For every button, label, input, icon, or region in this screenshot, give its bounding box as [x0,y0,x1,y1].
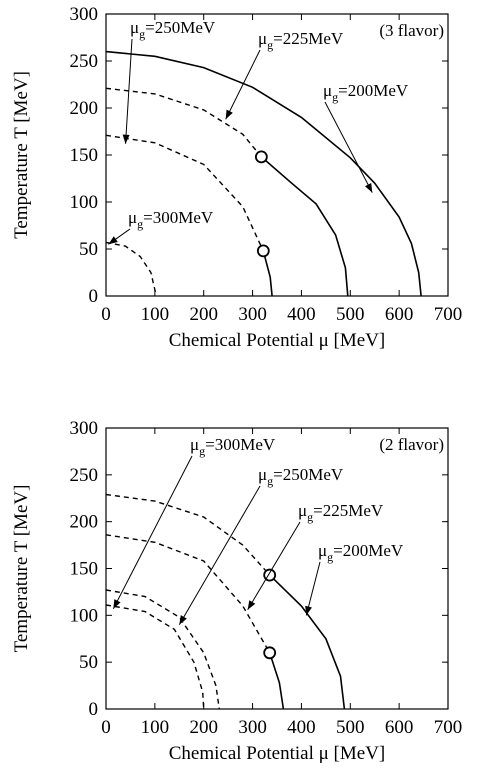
label-arrow-head [179,615,187,625]
series-line-solid [105,50,422,297]
y-axis-label: Temperature T [MeV] [11,71,32,239]
series-line-dashed-part [105,493,271,576]
series-label: μg=200MeV [318,541,404,564]
x-tick-label: 100 [141,717,170,738]
chart-2-flavor: 0 100 200 300 400 500 600 700 0 50 100 150 200 250 300… [11,418,462,764]
x-tick-label: 500 [336,304,365,325]
label-arrow-head [365,183,373,193]
series-label: μg=250MeV [130,18,216,41]
y-tick-label: 0 [89,286,99,307]
y-tick-label: 250 [70,51,99,72]
label-arrow-line [178,485,261,625]
x-tick-label: 700 [434,304,463,325]
label-arrow-line [125,38,133,144]
x-tick-label: 400 [287,304,316,325]
series-line-dashed [105,604,205,710]
label-arrow-line [324,101,373,193]
label-arrow-head [247,600,256,610]
flavor-label: (3 flavor) [379,21,444,40]
y-tick-label: 200 [70,512,99,533]
chart-3-flavor: 0 100 200 300 400 500 600 700 0 50 100 150 200 250 300… [11,4,462,351]
critical-point-marker [263,646,277,660]
y-tick-label: 50 [79,652,98,673]
x-tick-label: 300 [238,717,267,738]
y-tick-label: 150 [70,145,99,166]
y-axis-label: Temperature T [MeV] [11,485,32,653]
series-line-solid-part [269,574,346,710]
y-tick-label: 50 [79,239,98,260]
series-line-solid-part [262,250,273,297]
series-line-dashed [105,589,220,710]
x-axis-label: Chemical Potential μ [MeV] [169,330,386,351]
x-tick-label: 300 [238,304,267,325]
y-tick-label: 0 [89,699,99,720]
y-tick-label: 250 [70,465,99,486]
y-tick-label: 150 [70,559,99,580]
critical-point-marker [254,150,268,164]
series-line-solid-part [260,156,349,297]
series-line-dashed-part [105,134,264,252]
label-arrow-head [122,134,130,144]
x-tick-label: 600 [385,717,414,738]
series-label: μg=300MeV [128,208,214,231]
y-tick-label: 300 [70,4,99,25]
x-tick-label: 0 [101,304,111,325]
series-line-dashed-part [105,87,262,158]
x-tick-label: 500 [336,717,365,738]
x-tick-label: 200 [189,717,218,738]
label-arrow-line [225,49,261,120]
label-arrow-line [305,561,321,616]
y-tick-label: 100 [70,605,99,626]
x-tick-label: 200 [189,304,218,325]
series-label: μg=200MeV [323,81,409,104]
series-label: μg=250MeV [258,465,344,488]
series-label: μg=300MeV [190,435,276,458]
series-label: μg=225MeV [298,501,384,524]
x-tick-label: 100 [141,304,170,325]
x-axis-label: Chemical Potential μ [MeV] [169,743,386,764]
x-tick-label: 0 [101,717,111,738]
y-tick-label: 300 [70,418,99,439]
y-tick-label: 200 [70,98,99,119]
label-arrow-line [247,521,301,610]
x-tick-label: 400 [287,717,316,738]
series-line-dashed-part [105,534,271,654]
x-tick-label: 700 [434,717,463,738]
x-tick-label: 600 [385,304,414,325]
flavor-label: (2 flavor) [379,435,444,454]
label-arrow-line [112,455,193,610]
label-arrow-head [113,599,121,609]
y-tick-label: 100 [70,192,99,213]
series-label: μg=225MeV [258,29,344,52]
label-arrow-head [305,605,312,616]
series-line-solid-part [268,652,285,710]
critical-point-marker [256,244,270,258]
series-line-dashed [105,241,157,297]
label-arrow-head [225,109,233,120]
label-arrow-head [108,236,118,245]
